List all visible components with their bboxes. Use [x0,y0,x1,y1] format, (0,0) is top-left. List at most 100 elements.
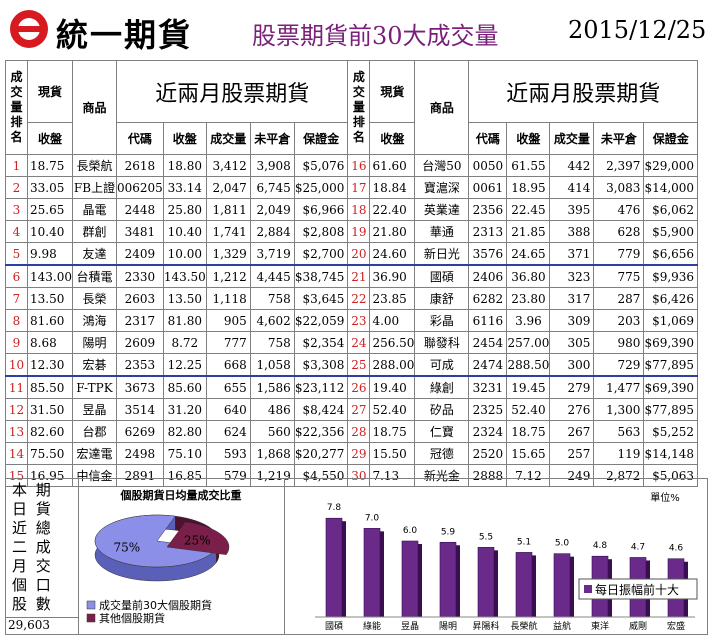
spot-close-header: 收盤 [27,122,73,155]
table-row: 4 10.40 群創 3481 10.40 1,741 2,884 $2,808 19 21.80… [5,220,699,243]
rank-cell: 17 [347,176,371,199]
close-cell: 10.00 [162,242,207,266]
close-cell: 143.50 [162,264,207,288]
margin-cell: $77,895 [643,398,699,421]
name-cell: 友達 [72,242,117,266]
rank-cell: 10 [5,353,28,377]
margin-cell: $38,745 [293,264,349,288]
uni-logo-icon [10,10,48,48]
code-cell: 2330 [116,264,164,288]
pie-slice-label: 25% [184,533,211,547]
report-date: 2015/12/25 [568,16,707,44]
spot-cell: 31.50 [27,398,73,421]
table-row: 10 12.30 宏碁 2353 12.25 668 1,058 $3,308 25 288.00… [5,353,699,377]
spot-cell: 13.50 [27,287,73,310]
bar-value-label: 5.9 [441,527,456,537]
table-row: 8 81.60 鴻海 2317 81.80 905 4,602 $22,059 23 4.00 彩晶… [5,309,699,332]
table-row: 11 85.50 F-TPK 3673 85.60 655 1,586 $23,112 26 19… [5,375,699,399]
margin-cell: $69,390 [643,331,699,354]
rank-cell: 15 [5,464,28,487]
rank-cell: 16 [347,154,371,177]
name-cell: 華通 [414,220,470,243]
bar [553,553,571,618]
bar-category-label: 威剛 [629,620,647,632]
spot-cell: 9.98 [27,242,73,266]
margin-cell: $5,076 [293,154,349,177]
bar-value-label: 7.8 [327,503,342,513]
close-cell: 18.75 [506,420,551,443]
margin-cell: $9,936 [643,264,699,288]
code-cell: 2618 [116,154,164,177]
rank-cell: 19 [347,220,371,243]
table-row: 15 16.95 中信金 2891 16.85 579 1,219 $4,550 30 7.13 新… [5,464,699,487]
close-cell: 257.00 [506,331,551,354]
vol-cell: 3,412 [205,154,251,177]
oi-cell: 4,445 [249,264,295,288]
vol-cell: 300 [549,353,595,377]
close-cell: 25.80 [162,198,207,221]
rank-cell: 7 [5,287,28,310]
spot-cell: 12.30 [27,353,73,377]
name-cell: 冠德 [414,442,470,465]
vol-cell: 1,212 [205,264,251,288]
spot-cell: 18.75 [27,154,73,177]
spot-cell: 18.84 [369,176,416,199]
margin-cell: $22,356 [293,420,349,443]
name-cell: 中信金 [72,464,117,487]
oi-cell: 628 [593,220,645,243]
bar-side [494,550,498,617]
code-cell: 3576 [468,242,508,266]
name-cell: 昱晶 [72,398,117,421]
name-cell: 陽明 [72,331,117,354]
close-cell: 22.45 [506,198,551,221]
spot-header: 現貨 [27,60,73,123]
rank-cell: 27 [347,398,371,421]
oi-cell: 1,219 [249,464,295,487]
bar-value-label: 6.0 [403,526,418,536]
code-cell: 2609 [116,331,164,354]
name-cell: 長榮航 [72,154,117,177]
bar [515,552,533,618]
total-volume-box: 本 期日 貨近 總二 成月 交個 口股 數 29,603 [5,478,79,635]
vol-cell: 323 [549,264,595,288]
name-cell: 康舒 [414,287,470,310]
oi-cell: 2,884 [249,220,295,243]
rank-cell: 8 [5,309,28,332]
bar [477,547,495,618]
bar [439,541,457,618]
vol-cell: 593 [205,442,251,465]
margin-cell: $77,895 [643,353,699,377]
code-cell: 2324 [468,420,508,443]
rank-cell: 26 [347,375,371,399]
rank-header: 成交量排名 [5,60,28,155]
spot-cell: 23.85 [369,287,416,310]
close-cell: 33.14 [162,176,207,199]
vol-cell: 624 [205,420,251,443]
close-cell: 82.80 [162,420,207,443]
spot-cell: 52.40 [369,398,416,421]
close-cell: 3.96 [506,309,551,332]
table-row: 9 8.68 陽明 2609 8.72 777 758 $2,354 24 256.50 聯發科 24… [5,331,699,354]
table-row: 12 31.50 昱晶 3514 31.20 640 486 $8,424 27 52.40 矽品 2… [5,398,699,421]
close-cell: 31.20 [162,398,207,421]
vol-cell: 579 [205,464,251,487]
margin-cell: $29,000 [643,154,699,177]
bar-value-label: 4.8 [593,541,608,551]
section-title-left: 近兩月股票期貨 [115,60,349,123]
close-cell: 8.72 [162,331,207,354]
name-cell: 宏碁 [72,353,117,377]
name-cell: 新日光 [414,242,470,266]
oi-cell: 758 [249,331,295,354]
vol-cell: 276 [549,398,595,421]
header: 統一期貨 股票期貨前30大成交量 2015/12/25 [0,0,713,60]
oi-cell: 3,083 [593,176,645,199]
pie-slice [94,514,217,568]
code-cell: 2353 [116,353,164,377]
code-cell: 0050 [468,154,508,177]
oi-cell: 729 [593,353,645,377]
bar-side [418,544,422,617]
table-row: 1 18.75 長榮航 2618 18.80 3,412 3,908 $5,076 16 61.6… [5,154,699,177]
oi-cell: 560 [249,420,295,443]
rank-cell: 4 [5,220,28,243]
name-cell: FB上證 [72,176,117,199]
